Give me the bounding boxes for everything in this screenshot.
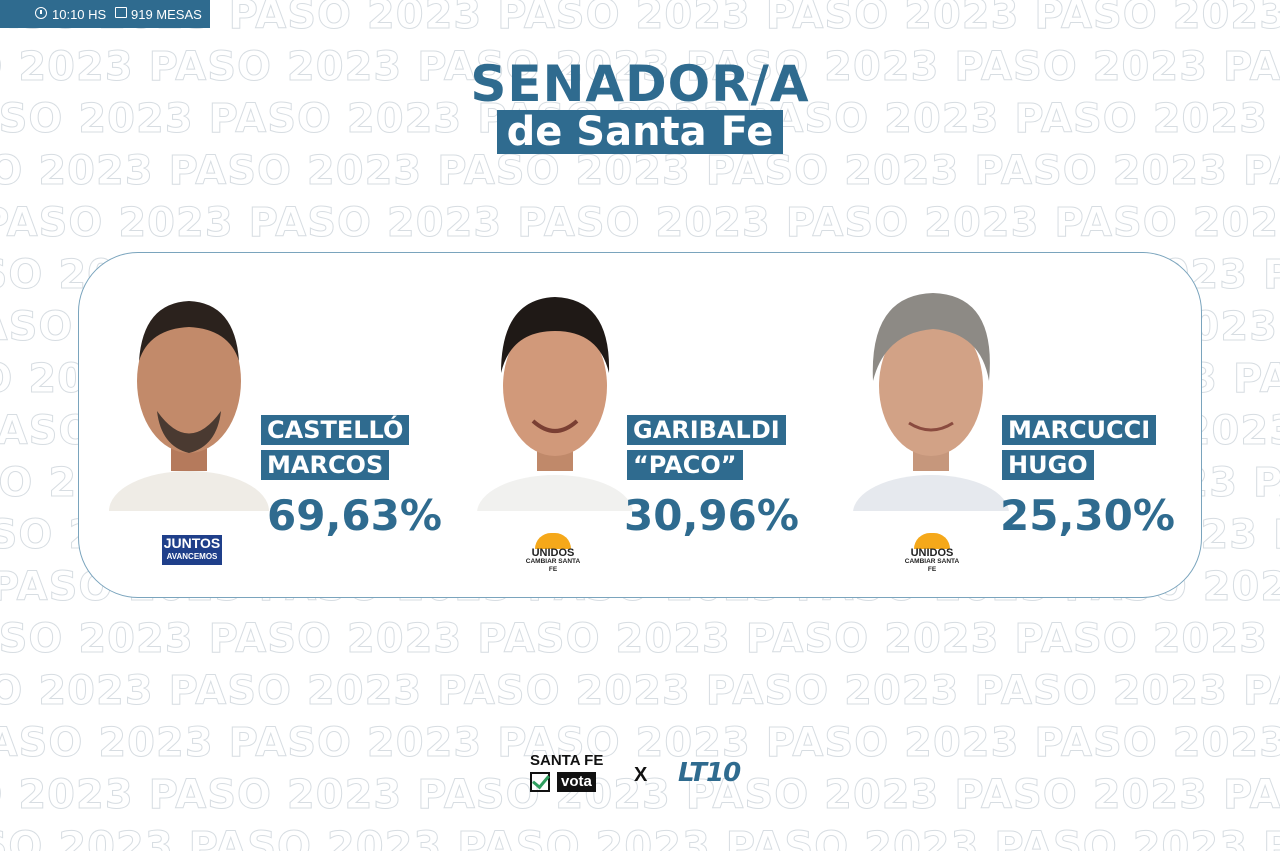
watermark-row: PASO 2023 PASO 2023 PASO 2023 PASO 2023 … xyxy=(0,148,1280,195)
party-logo-unidos: UNIDOS CAMBIAR SANTA FE xyxy=(902,533,962,573)
watermark-row: PASO 2023 PASO 2023 PASO 2023 PASO 2023 … xyxy=(0,668,1280,715)
status-time: 10:10 HS xyxy=(52,7,107,22)
page-subtitle: de Santa Fe xyxy=(496,110,784,154)
candidate-given-2: “PACO” xyxy=(627,450,743,480)
candidate-surname-1: CASTELLÓ xyxy=(261,415,410,445)
status-bar: 10:10 HS 919 MESAS xyxy=(0,0,210,28)
candidate-percent-3: 25,30% xyxy=(1000,491,1175,540)
watermark-row: PASO 2023 PASO 2023 PASO 2023 PASO 2023 … xyxy=(0,200,1280,247)
sun-icon xyxy=(535,533,571,549)
santa-fe-vota-logo: SANTA FE vota xyxy=(530,752,604,792)
party-logo-unidos: UNIDOS CAMBIAR SANTA FE xyxy=(523,533,583,573)
candidate-given-3: HUGO xyxy=(1002,450,1094,480)
candidate-surname-3: MARCUCCI xyxy=(1002,415,1157,445)
watermark-row: PASO 2023 PASO 2023 PASO 2023 PASO 2023 … xyxy=(0,824,1280,851)
page-title: SENADOR/A xyxy=(470,55,810,113)
watermark-row: PASO 2023 PASO 2023 PASO 2023 PASO 2023 … xyxy=(0,0,1280,39)
candidate-photo-1 xyxy=(109,281,269,511)
candidate-surname-2: GARIBALDI xyxy=(627,415,786,445)
watermark-row: PASO 2023 PASO 2023 PASO 2023 PASO 2023 … xyxy=(0,44,1280,91)
checkbox-icon xyxy=(530,772,550,792)
brand-separator: X xyxy=(634,764,648,786)
candidate-photo-3 xyxy=(851,281,1011,511)
candidate-photo-2 xyxy=(475,281,635,511)
candidate-given-1: MARCOS xyxy=(261,450,390,480)
ballot-box-icon xyxy=(115,7,127,18)
status-tables: 919 MESAS xyxy=(131,7,202,22)
party-logo-juntos: JUNTOS AVANCEMOS xyxy=(162,535,222,565)
results-card: CASTELLÓ MARCOS 69,63% JUNTOS AVANCEMOS … xyxy=(78,252,1202,598)
watermark-row: PASO 2023 PASO 2023 PASO 2023 PASO 2023 … xyxy=(0,720,1280,767)
lt10-logo: LT10 xyxy=(678,758,741,788)
clock-icon xyxy=(35,7,47,19)
watermark-row: PASO 2023 PASO 2023 PASO 2023 PASO 2023 … xyxy=(0,616,1280,663)
candidate-percent-1: 69,63% xyxy=(267,491,442,540)
sun-icon xyxy=(914,533,950,549)
watermark-row: PASO 2023 PASO 2023 PASO 2023 PASO 2023 … xyxy=(0,772,1280,819)
candidate-percent-2: 30,96% xyxy=(624,491,799,540)
